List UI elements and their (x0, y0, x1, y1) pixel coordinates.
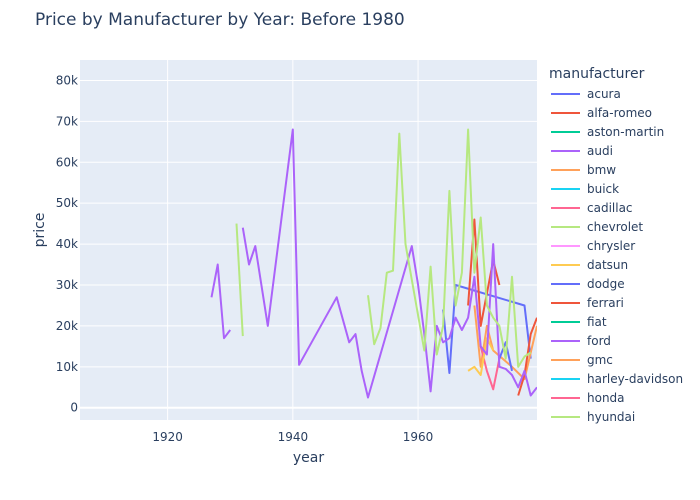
legend-label: acura (587, 87, 621, 101)
series-lines (210, 128, 537, 399)
legend-label: ferrari (587, 296, 624, 310)
legend-item-fiat[interactable]: fiat (551, 315, 607, 329)
series-line-hyundai (367, 128, 532, 368)
legend-title: manufacturer (549, 66, 645, 82)
legend-label: ford (587, 334, 611, 348)
legend-item-aston-martin[interactable]: aston-martin (551, 125, 664, 139)
y-tick-label: 0 (70, 401, 78, 415)
legend-label: datsun (587, 258, 628, 272)
x-tick-label: 1940 (278, 430, 309, 444)
y-tick-label: 20k (56, 319, 78, 333)
x-axis-title: year (293, 450, 324, 466)
y-tick-label: 50k (56, 196, 78, 210)
legend-item-datsun[interactable]: datsun (551, 258, 628, 272)
legend-label: chevrolet (587, 220, 643, 234)
legend-item-gmc[interactable]: gmc (551, 353, 613, 367)
legend-label: hyundai (587, 410, 635, 424)
series-line-dodge (498, 341, 513, 372)
legend-label: aston-martin (587, 125, 664, 139)
y-tick-label: 40k (56, 237, 78, 251)
legend-item-bmw[interactable]: bmw (551, 163, 616, 177)
legend-label: fiat (587, 315, 607, 329)
legend-item-dodge[interactable]: dodge (551, 277, 625, 291)
legend-label: honda (587, 391, 625, 405)
legend-label: cadillac (587, 201, 633, 215)
legend-label: chrysler (587, 239, 635, 253)
y-tick-label: 60k (56, 155, 78, 169)
y-tick-label: 80k (56, 73, 78, 87)
series-line-acura (442, 284, 532, 374)
series-line-chevrolet (235, 223, 244, 337)
legend-item-honda[interactable]: honda (551, 391, 625, 405)
grid (80, 60, 537, 420)
plot-background (80, 60, 537, 420)
y-tick-label: 70k (56, 114, 78, 128)
y-tick-label: 30k (56, 278, 78, 292)
y-axis-title: price (32, 213, 48, 248)
legend-item-alfa-romeo[interactable]: alfa-romeo (551, 106, 652, 120)
x-tick-label: 1920 (152, 430, 183, 444)
legend-label: gmc (587, 353, 613, 367)
series-line-datsun (467, 337, 495, 376)
legend-item-cadillac[interactable]: cadillac (551, 201, 633, 215)
legend: manufacturer acura alfa-romeo aston-martin… (549, 66, 683, 424)
chart-title: Price by Manufacturer by Year: Before 19… (35, 10, 405, 30)
y-axis-ticks: 0 10k 20k 30k 40k 50k 60k 70k 80k (56, 73, 78, 414)
legend-item-ferrari[interactable]: ferrari (551, 296, 624, 310)
x-tick-label: 1960 (403, 430, 434, 444)
legend-item-ford[interactable]: ford (551, 334, 611, 348)
legend-item-chrysler[interactable]: chrysler (551, 239, 635, 253)
legend-item-audi[interactable]: audi (551, 144, 613, 158)
legend-label: alfa-romeo (587, 106, 652, 120)
legend-label: audi (587, 144, 613, 158)
legend-item-buick[interactable]: buick (551, 182, 619, 196)
legend-item-hyundai[interactable]: hyundai (551, 410, 635, 424)
x-axis-ticks: 1920 1940 1960 (152, 430, 433, 444)
legend-item-acura[interactable]: acura (551, 87, 621, 101)
legend-label: harley-davidson (587, 372, 683, 386)
series-line-ford (241, 128, 537, 399)
legend-label: bmw (587, 163, 616, 177)
legend-label: dodge (587, 277, 625, 291)
legend-item-chevrolet[interactable]: chevrolet (551, 220, 643, 234)
y-tick-label: 10k (56, 360, 78, 374)
legend-item-harley-davidson[interactable]: harley-davidson (551, 372, 683, 386)
legend-label: buick (587, 182, 619, 196)
series-line-audi (210, 263, 231, 340)
